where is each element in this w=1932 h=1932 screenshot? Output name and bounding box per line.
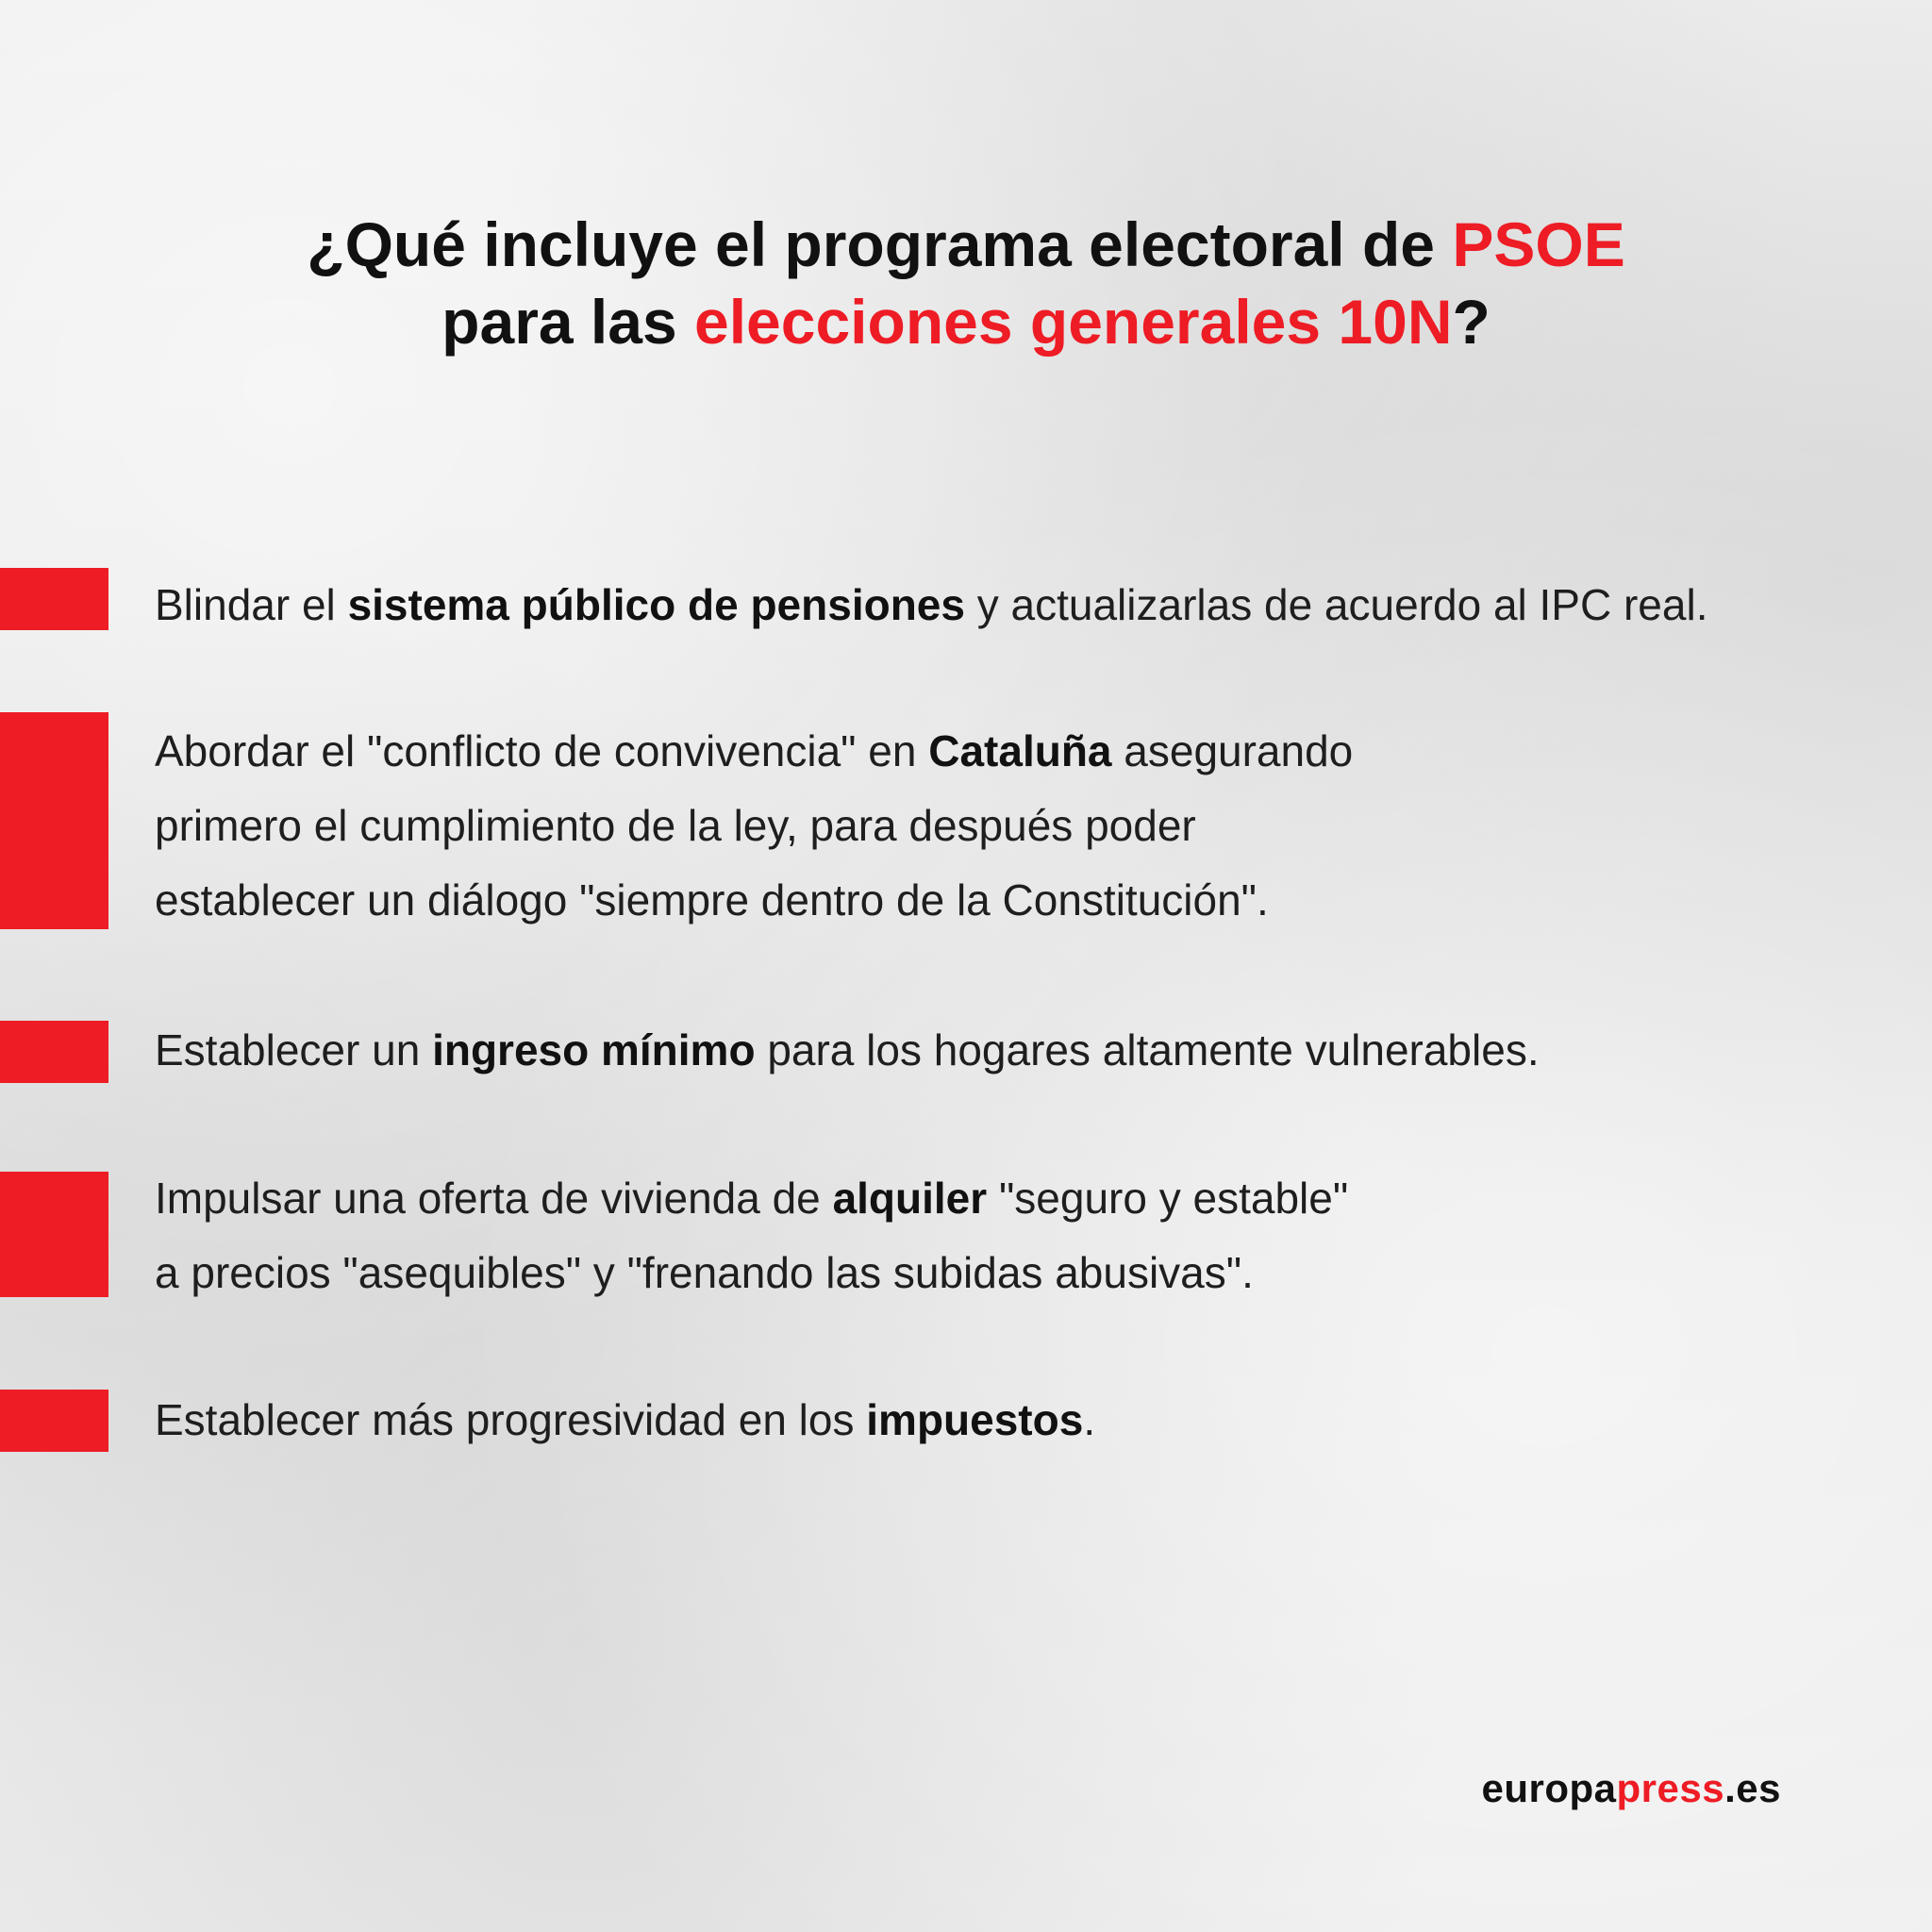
brand-logo: europapress.es — [1481, 1766, 1781, 1810]
title-party-highlight: PSOE — [1452, 209, 1625, 279]
list-item: Blindar el sistema público de pensiones … — [155, 580, 1708, 629]
bullet-bar — [0, 1021, 108, 1083]
item-keyword: impuestos — [866, 1395, 1084, 1444]
title-election-highlight: elecciones generales 10N — [694, 287, 1453, 357]
list-item: Establecer un ingreso mínimo para los ho… — [155, 1025, 1540, 1074]
bullet-bar — [0, 1390, 108, 1452]
item-keyword: sistema público de pensiones — [347, 580, 965, 629]
bullet-bar — [0, 568, 108, 630]
item-keyword: ingreso mínimo — [432, 1025, 756, 1074]
list-item: Abordar el "conflicto de convivencia" en… — [155, 726, 1354, 924]
title-line2: para las elecciones generales 10N? — [441, 287, 1491, 357]
item-keyword: Cataluña — [928, 726, 1112, 775]
list-item: Impulsar una oferta de vivienda de alqui… — [155, 1174, 1349, 1297]
bullet-bar — [0, 712, 108, 929]
item-keyword: alquiler — [832, 1174, 988, 1223]
page-title: ¿Qué incluye el programa electoral de PS… — [0, 206, 1932, 360]
title-line1: ¿Qué incluye el programa electoral de PS… — [307, 209, 1625, 279]
list-item: Establecer más progresividad en los impu… — [155, 1395, 1096, 1444]
bullet-bar — [0, 1172, 108, 1297]
